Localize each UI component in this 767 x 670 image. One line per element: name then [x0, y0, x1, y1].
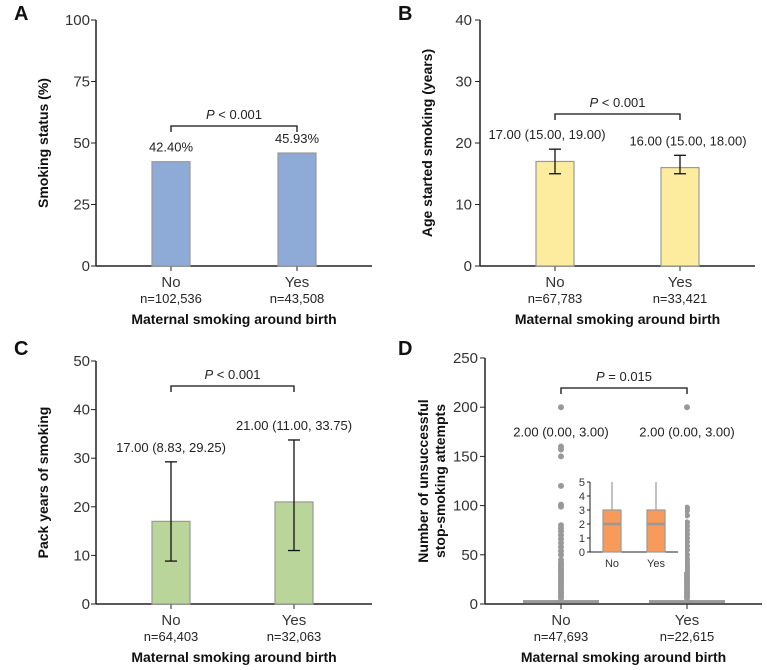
y-tick-label: 50 [73, 353, 90, 370]
x-axis-title: Maternal smoking around birth [131, 311, 336, 327]
x-tick-label: No [161, 274, 180, 291]
y-tick-label: 50 [73, 135, 90, 152]
y-tick-label: 40 [455, 12, 472, 29]
inset-y-tick-label: 1 [579, 533, 585, 545]
p-value-label: P < 0.001 [206, 107, 262, 122]
x-tick-label: No [161, 612, 180, 629]
sample-size-label: n=22,615 [660, 629, 715, 644]
panel-label: D [398, 338, 412, 360]
inset-box [646, 509, 666, 553]
sample-size-label: n=64,403 [144, 629, 199, 644]
outlier-point [684, 595, 690, 602]
x-tick-label: Yes [675, 612, 699, 629]
y-tick-label: 150 [453, 448, 478, 465]
value-label: 45.93% [275, 131, 320, 146]
inset-y-tick-label: 4 [579, 491, 585, 503]
value-label: 2.00 (0.00, 3.00) [513, 425, 608, 440]
inset-x-tick-label: No [605, 558, 619, 570]
box [649, 600, 725, 604]
significance-bracket [170, 125, 298, 132]
inset-y-tick-label: 2 [579, 519, 585, 531]
inset-y-tick-label: 5 [579, 477, 585, 489]
sample-size-label: n=67,783 [528, 291, 583, 306]
significance-bracket [170, 385, 295, 392]
value-label: 17.00 (15.00, 19.00) [488, 127, 605, 142]
outlier-point [684, 512, 690, 519]
y-tick-label: 50 [461, 547, 478, 564]
inset-y-tick-label: 3 [579, 505, 585, 517]
y-tick-label: 30 [73, 450, 90, 467]
outlier-point [558, 503, 564, 510]
box [523, 600, 599, 604]
y-axis-title: Pack years of smoking [35, 407, 51, 559]
y-tick-label: 20 [455, 135, 472, 152]
x-tick-label: Yes [282, 612, 306, 629]
y-tick-label: 75 [73, 74, 90, 91]
y-tick-label: 0 [464, 258, 472, 275]
significance-bracket [560, 387, 688, 394]
x-tick-label: No [545, 274, 564, 291]
y-axis-title: stop-smoking attempts [432, 404, 448, 558]
p-value-label: P = 0.015 [596, 369, 652, 384]
y-axis-title: Number of unsuccessful [415, 399, 431, 562]
y-axis-title: Age started smoking (years) [419, 49, 435, 237]
x-axis-title: Maternal smoking around birth [131, 649, 336, 665]
inset-y-tick-label: 0 [579, 547, 585, 559]
panel-label: C [14, 338, 28, 360]
outlier-point [558, 404, 564, 411]
y-tick-label: 10 [455, 197, 472, 214]
y-tick-label: 30 [455, 74, 472, 91]
inset-box [602, 509, 622, 553]
p-value-label: P < 0.001 [589, 95, 645, 110]
bar [277, 152, 317, 267]
significance-bracket [554, 113, 681, 120]
value-label: 42.40% [149, 140, 194, 155]
sample-size-label: n=32,063 [267, 629, 322, 644]
y-tick-label: 40 [73, 402, 90, 419]
y-tick-label: 25 [73, 197, 90, 214]
y-tick-label: 100 [65, 12, 90, 29]
sample-size-label: n=47,693 [534, 629, 589, 644]
x-axis-title: Maternal smoking around birth [521, 649, 726, 665]
y-tick-label: 0 [82, 258, 90, 275]
y-tick-label: 200 [453, 399, 478, 416]
panel-label: A [14, 3, 28, 25]
x-axis-title: Maternal smoking around birth [515, 311, 720, 327]
outlier-point [684, 546, 690, 553]
value-label: 17.00 (8.83, 29.25) [116, 440, 226, 455]
outlier-point [558, 595, 564, 602]
bar [535, 160, 575, 267]
outlier-point [684, 507, 690, 514]
x-tick-label: Yes [668, 274, 692, 291]
inset-x-tick-label: Yes [647, 558, 665, 570]
outlier-point [558, 446, 564, 453]
y-tick-label: 100 [453, 498, 478, 515]
panel-label: B [398, 3, 412, 25]
value-label: 16.00 (15.00, 18.00) [629, 133, 746, 148]
y-tick-label: 20 [73, 499, 90, 516]
outlier-point [558, 482, 564, 489]
sample-size-label: n=43,508 [270, 291, 325, 306]
y-tick-label: 10 [73, 547, 90, 564]
bar [151, 161, 191, 267]
sample-size-label: n=102,536 [140, 291, 202, 306]
y-tick-label: 0 [82, 596, 90, 613]
bar [660, 167, 700, 267]
p-value-label: P < 0.001 [204, 367, 260, 382]
value-label: 2.00 (0.00, 3.00) [639, 425, 734, 440]
outlier-point [558, 453, 564, 460]
y-tick-label: 0 [470, 596, 478, 613]
x-tick-label: No [551, 612, 570, 629]
inset-background [570, 474, 685, 572]
y-tick-label: 250 [453, 350, 478, 367]
value-label: 21.00 (11.00, 33.75) [236, 418, 352, 433]
sample-size-label: n=33,421 [653, 291, 708, 306]
x-tick-label: Yes [285, 274, 309, 291]
y-axis-title: Smoking status (%) [35, 78, 51, 208]
outlier-point [684, 404, 690, 411]
outlier-point [558, 551, 564, 558]
